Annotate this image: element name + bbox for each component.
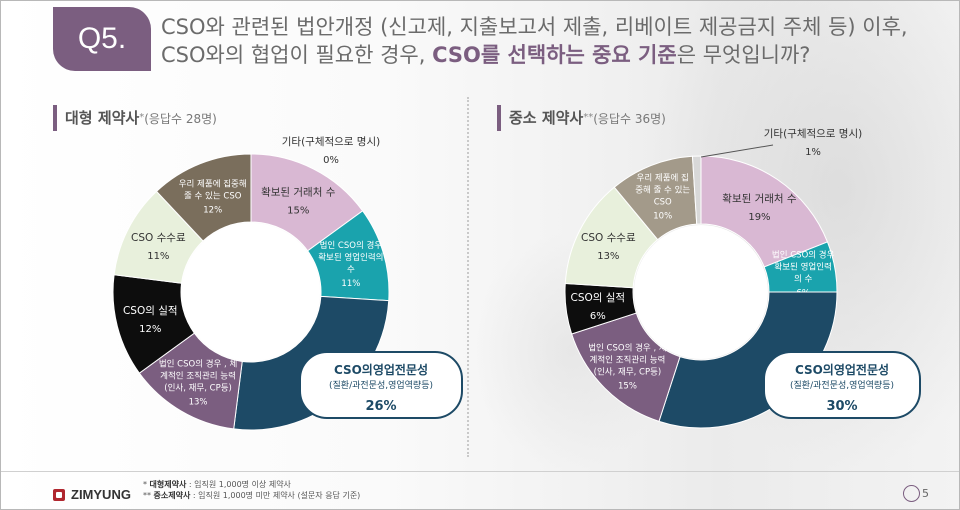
question-badge: Q5. — [53, 7, 151, 71]
page-circle-icon — [903, 485, 920, 502]
callout-large: CSO의영업전문성 (질환/과전문성,영업역량등) 26% — [299, 351, 463, 419]
callout-large-value: 26% — [365, 399, 397, 414]
small-donut-hole — [634, 225, 768, 359]
small-slice-0-value-label: 19% — [748, 212, 770, 223]
small-slice-1-label-2: 의 수 — [794, 274, 813, 285]
large-slice-1-label-2: 수 — [347, 265, 355, 275]
question-line-1: CSO와 관련된 법안개정 (신고제, 지출보고서 제출, 리베이트 제공금지 … — [161, 15, 908, 39]
footnote-2-text: : 임직원 1,000명 미만 제약사 (설문자 응답 기준) — [190, 491, 361, 500]
question-line-2-bold: CSO를 선택하는 중요 기준 — [432, 43, 677, 67]
company-logo: ZIMYUNG — [53, 487, 131, 502]
small-slice-4-value-label: 6% — [590, 311, 606, 322]
small-slice-6-label-1: 중해 줄 수 있는 — [635, 184, 690, 195]
large-slice-7-value-label: 0% — [323, 155, 339, 166]
question-line-2-post: 은 무엇입니까? — [676, 43, 811, 67]
large-slice-3-label-1: 계적인 조직관리 능력 — [160, 371, 236, 382]
small-slice-7-leader-line — [700, 144, 774, 158]
large-slice-7-label-0: 기타(구체적으로 명시) — [282, 136, 380, 148]
page-number: 5 — [903, 485, 929, 502]
small-slice-1-label-0: 법인 CSO의 경우 — [772, 250, 835, 261]
small-slice-7 — [691, 155, 702, 225]
question-text: CSO와 관련된 법안개정 (신고제, 지출보고서 제출, 리베이트 제공금지 … — [161, 13, 941, 69]
footnote-1-label: 대형제약사 — [149, 480, 187, 489]
large-slice-6-value-label: 12% — [203, 205, 222, 215]
panel-title-large-mark: * — [139, 112, 145, 123]
panel-divider — [467, 97, 469, 457]
large-slice-3-label-2: (인사, 재무, CP등) — [164, 383, 232, 394]
small-slice-3-label-0: 법인 CSO의 경우 , 체 — [588, 343, 666, 354]
large-slice-0-value-label: 15% — [287, 205, 309, 216]
large-slice-3-label-0: 법인 CSO의 경우 , 체 — [159, 359, 237, 370]
small-slice-3-label-1: 계적인 조직관리 능력 — [590, 355, 666, 366]
question-line-2: CSO와의 협업이 필요한 경우, CSO를 선택하는 중요 기준은 무엇입니까… — [161, 41, 941, 69]
large-slice-0-label-0: 확보된 거래처 수 — [261, 185, 336, 198]
small-slice-7-value-label: 1% — [805, 147, 821, 158]
question-line-2-pre: CSO와의 협업이 필요한 경우, — [161, 43, 433, 67]
small-slice-0-label-0: 확보된 거래처 수 — [722, 192, 797, 205]
small-slice-3-value-label: 15% — [618, 382, 637, 392]
page-number-text: 5 — [922, 487, 929, 500]
large-donut-hole — [182, 223, 320, 361]
small-slice-5-value-label: 13% — [597, 251, 619, 262]
callout-small-value: 30% — [826, 399, 858, 414]
footer-divider — [1, 471, 959, 472]
panel-title-small-text: 중소 제약사 — [509, 109, 584, 127]
panel-title-small-sub: (응답수 36명) — [593, 112, 666, 126]
panel-title-large: 대형 제약사*(응답수 28명) — [53, 105, 217, 131]
footnote-1: * 대형제약사 : 임직원 1,000명 이상 제약사 — [143, 479, 360, 490]
small-slice-6-label-2: CSO — [654, 197, 672, 207]
callout-small-sub: (질환/과전문성,영업역량등) — [790, 381, 894, 391]
callout-large-title: CSO의영업전문성 — [333, 363, 429, 377]
footnotes: * 대형제약사 : 임직원 1,000명 이상 제약사 ** 중소제약사 : 임… — [143, 479, 360, 501]
footnote-1-mark: * — [143, 480, 147, 489]
footnote-1-text: : 임직원 1,000명 이상 제약사 — [186, 480, 291, 489]
callout-large-sub: (질환/과전문성,영업역량등) — [329, 381, 433, 391]
small-slice-3-label-2: (인사, 재무, CP등) — [594, 367, 662, 378]
callout-small-title: CSO의영업전문성 — [794, 363, 890, 377]
logo-text: ZIMYUNG — [71, 487, 131, 502]
logo-icon — [53, 488, 65, 501]
large-slice-3-value-label: 13% — [189, 398, 208, 408]
large-slice-1-label-0: 법인 CSO의 경우 — [320, 240, 383, 251]
small-slice-6-label-0: 우리 제품에 집 — [637, 172, 689, 183]
footnote-2-mark: ** — [143, 491, 151, 500]
small-slice-6-value-label: 10% — [653, 211, 672, 221]
footnote-2-label: 중소제약사 — [153, 491, 191, 500]
panel-title-large-text: 대형 제약사 — [65, 109, 140, 127]
large-slice-1-value-label: 11% — [341, 279, 360, 289]
small-slice-7-label-0: 기타(구체적으로 명시) — [764, 128, 862, 140]
panel-title-small-mark: ** — [583, 112, 594, 123]
small-slice-5-label-0: CSO 수수료 — [581, 232, 636, 244]
large-slice-5-value-label: 11% — [147, 251, 169, 262]
panel-title-large-sub: (응답수 28명) — [144, 112, 217, 126]
large-slice-4-value-label: 12% — [139, 324, 161, 335]
callout-small: CSO의영업전문성 (질환/과전문성,영업역량등) 30% — [763, 351, 921, 419]
small-slice-4-label-0: CSO의 실적 — [571, 292, 626, 304]
panel-title-small: 중소 제약사**(응답수 36명) — [497, 105, 666, 131]
large-slice-6-label-0: 우리 제품에 집중해 — [179, 178, 247, 189]
large-slice-1-label-1: 확보된 영업인력의 — [318, 252, 383, 263]
large-slice-4-label-0: CSO의 실적 — [123, 305, 178, 317]
large-slice-5-label-0: CSO 수수료 — [131, 232, 186, 244]
footnote-2: ** 중소제약사 : 임직원 1,000명 미만 제약사 (설문자 응답 기준) — [143, 490, 360, 501]
large-slice-6 — [155, 153, 252, 242]
small-slice-0 — [700, 155, 829, 268]
small-slice-1-label-1: 확보된 영업인력 — [774, 262, 831, 273]
large-slice-6-label-1: 줄 수 있는 CSO — [184, 190, 242, 201]
